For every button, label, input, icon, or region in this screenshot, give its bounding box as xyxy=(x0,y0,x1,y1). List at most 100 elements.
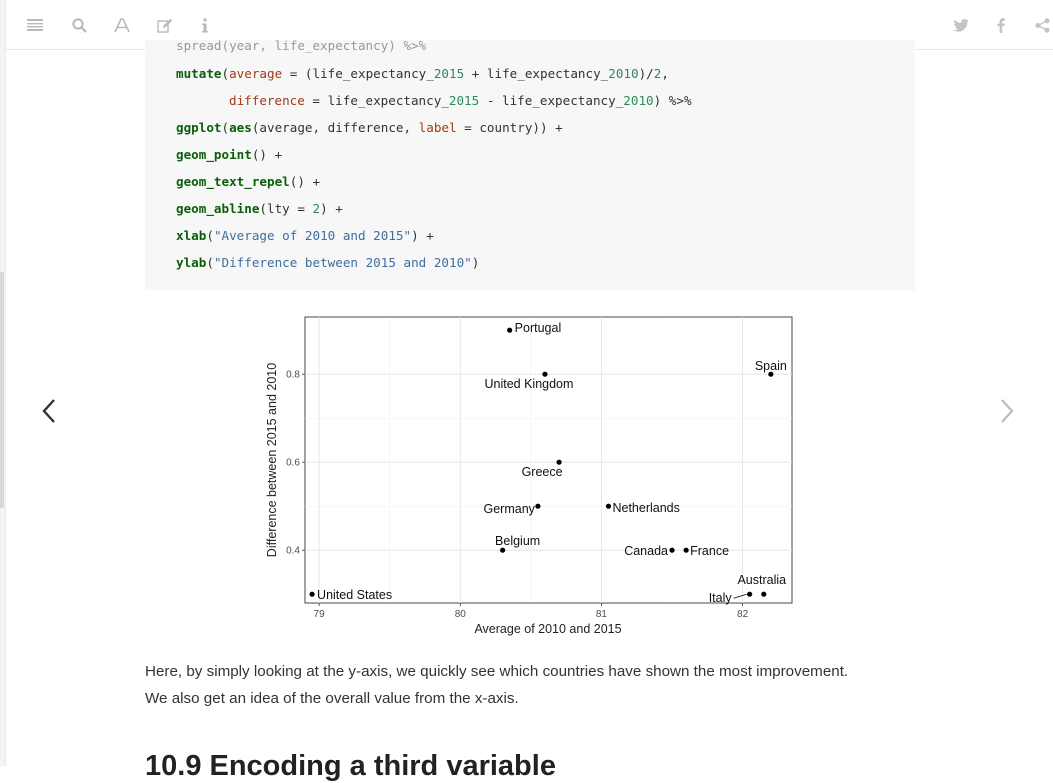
scrollbar-thumb[interactable] xyxy=(0,272,4,508)
code-text: ( xyxy=(206,228,214,243)
code-number: 2015 xyxy=(433,66,465,81)
code-number: 2015 xyxy=(448,93,480,108)
data-point xyxy=(542,371,548,377)
facebook-icon[interactable] xyxy=(988,12,1014,38)
y-tick-label: 0.4 xyxy=(286,546,300,557)
code-text: = (life_expectancy_ xyxy=(282,66,434,81)
scatter-figure: 79 80 81 82 0.4 0.6 0.8 Portugal United Kingdom… xyxy=(262,312,802,642)
code-string: "Difference between 2015 and 2010" xyxy=(213,255,472,270)
code-text: ) xyxy=(471,255,480,270)
code-argument: difference xyxy=(229,93,305,108)
section-heading: 10.9 Encoding a third variable xyxy=(145,750,556,782)
next-page-arrow[interactable] xyxy=(996,396,1020,426)
point-label: Greece xyxy=(522,465,563,479)
info-icon[interactable] xyxy=(192,12,218,38)
previous-page-arrow[interactable] xyxy=(38,396,62,426)
data-points xyxy=(309,327,774,597)
code-line-geom-text-repel: geom_text_repel() + xyxy=(176,174,320,189)
point-label: Australia xyxy=(737,573,786,587)
y-axis-title: Difference between 2015 and 2010 xyxy=(265,363,279,557)
data-point xyxy=(507,327,513,333)
x-axis-title: Average of 2010 and 2015 xyxy=(474,622,621,636)
code-function: xlab xyxy=(176,228,207,243)
code-line-ylab: ylab("Difference between 2015 and 2010") xyxy=(176,255,479,270)
font-icon[interactable] xyxy=(109,12,135,38)
code-line-ggplot: ggplot(aes(average, difference, label = … xyxy=(176,120,563,135)
point-label: Netherlands xyxy=(612,501,679,515)
y-tick-label: 0.6 xyxy=(286,458,300,469)
code-line-xlab: xlab("Average of 2010 and 2015") + xyxy=(176,228,434,243)
code-line-mutate: mutate(average = (life_expectancy_2015 +… xyxy=(176,66,669,81)
code-number: 2 xyxy=(312,201,321,216)
y-tick-label: 0.8 xyxy=(286,370,300,381)
code-number: 2010 xyxy=(623,93,654,108)
axis-ticks: 79 80 81 82 0.4 0.6 0.8 xyxy=(286,370,748,620)
code-text: (average, difference, xyxy=(251,120,419,135)
data-point xyxy=(535,503,541,509)
paragraph-line: Here, by simply looking at the y-axis, w… xyxy=(145,663,849,680)
code-text: ) %>% xyxy=(653,93,692,108)
code-text: ( xyxy=(221,120,230,135)
point-label: Spain xyxy=(755,359,787,373)
code-argument: label xyxy=(418,120,457,135)
r-code-block: spread(year, life_expectancy) %>% mutate… xyxy=(145,40,915,290)
code-function: mutate xyxy=(176,66,222,81)
chevron-right-icon xyxy=(1001,399,1014,423)
code-text: ( xyxy=(221,66,230,81)
code-function: geom_text_repel xyxy=(176,174,290,189)
code-number: 2 xyxy=(653,66,662,81)
share-icon[interactable] xyxy=(1029,12,1053,38)
left-scrollbar[interactable] xyxy=(0,0,6,766)
code-function: ggplot xyxy=(176,120,222,135)
code-argument: average xyxy=(229,66,283,81)
point-label: Belgium xyxy=(495,534,540,548)
code-text: , xyxy=(661,66,669,81)
code-line-geom-abline: geom_abline(lty = 2) + xyxy=(176,201,343,216)
point-label: Canada xyxy=(624,544,668,558)
code-text: )/ xyxy=(638,66,654,81)
x-tick-label: 80 xyxy=(455,609,467,620)
x-tick-label: 79 xyxy=(314,609,326,620)
data-point xyxy=(605,503,612,509)
paragraph-line: We also get an idea of the overall value… xyxy=(145,690,519,707)
edit-icon[interactable] xyxy=(152,12,178,38)
plot-panel xyxy=(304,316,793,604)
code-function: geom_point xyxy=(176,147,252,162)
label-connector xyxy=(733,593,747,599)
x-tick-label: 82 xyxy=(737,609,749,620)
twitter-icon[interactable] xyxy=(948,12,974,38)
point-label: United Kingdom xyxy=(484,377,573,391)
code-text: ) + xyxy=(411,228,434,243)
point-label: Portugal xyxy=(515,321,562,335)
point-label: Germany xyxy=(484,502,536,516)
code-text: () + xyxy=(251,147,283,162)
code-line-geom-point: geom_point() + xyxy=(176,147,282,162)
code-text: (lty = xyxy=(259,201,313,216)
body-paragraph: Here, by simply looking at the y-axis, w… xyxy=(145,658,925,712)
code-text: = life_expectancy_ xyxy=(304,93,449,108)
code-function: ylab xyxy=(176,255,207,270)
code-function: geom_abline xyxy=(176,201,260,216)
point-label: United States xyxy=(317,588,392,602)
data-point xyxy=(309,591,315,597)
code-text: + life_expectancy_ xyxy=(464,66,609,81)
code-text: ( xyxy=(206,255,214,270)
grid-lines xyxy=(305,317,792,603)
point-label: France xyxy=(690,544,729,558)
data-point xyxy=(761,591,767,597)
code-line-difference: difference = life_expectancy_2015 - life… xyxy=(229,93,692,108)
code-text: = country)) + xyxy=(456,120,563,135)
data-point xyxy=(500,547,506,553)
chevron-left-icon xyxy=(42,399,55,423)
code-string: "Average of 2010 and 2015" xyxy=(213,228,412,243)
x-tick-label: 81 xyxy=(596,609,608,620)
search-icon[interactable] xyxy=(66,12,92,38)
point-labels: Portugal United Kingdom Spain Greece Germany… xyxy=(317,321,787,605)
code-line-spread: spread(year, life_expectancy) %>% xyxy=(176,40,426,53)
data-point xyxy=(669,547,675,553)
data-point xyxy=(768,371,774,377)
data-point xyxy=(747,591,753,597)
data-point xyxy=(683,547,689,553)
code-text: - life_expectancy_ xyxy=(479,93,624,108)
menu-icon[interactable] xyxy=(22,12,48,38)
